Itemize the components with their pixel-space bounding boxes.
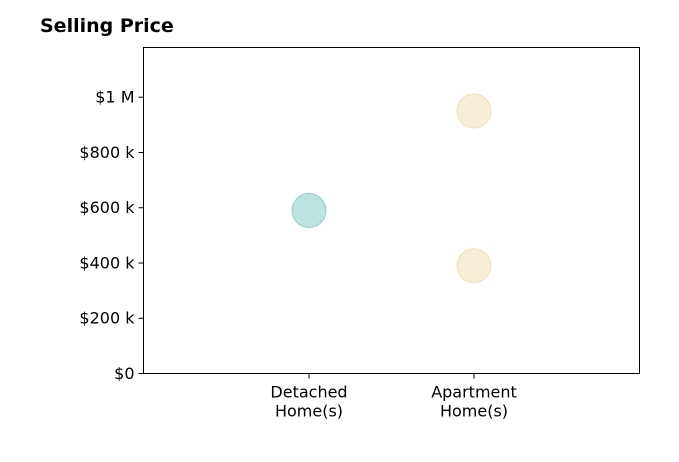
y-tick-label: $1 M [95, 88, 134, 107]
data-point [456, 93, 492, 129]
x-tick-label: Detached Home(s) [270, 383, 347, 421]
x-tick-label: Apartment Home(s) [431, 383, 517, 421]
y-axis: $0 $200 k $400 k $600 k $800 k $1 M [79, 88, 144, 383]
data-point [456, 248, 492, 284]
y-tick-label: $400 k [79, 253, 135, 272]
y-tick-label: $0 [114, 364, 134, 383]
data-point [291, 193, 327, 228]
y-tick-label: $200 k [79, 309, 135, 328]
points-layer [291, 93, 492, 284]
x-axis: Detached Home(s) Apartment Home(s) [270, 373, 517, 421]
chart-title: Selling Price [40, 15, 174, 37]
plot-frame [143, 47, 640, 374]
y-tick-label: $800 k [79, 143, 135, 162]
y-tick-label: $600 k [79, 198, 135, 217]
